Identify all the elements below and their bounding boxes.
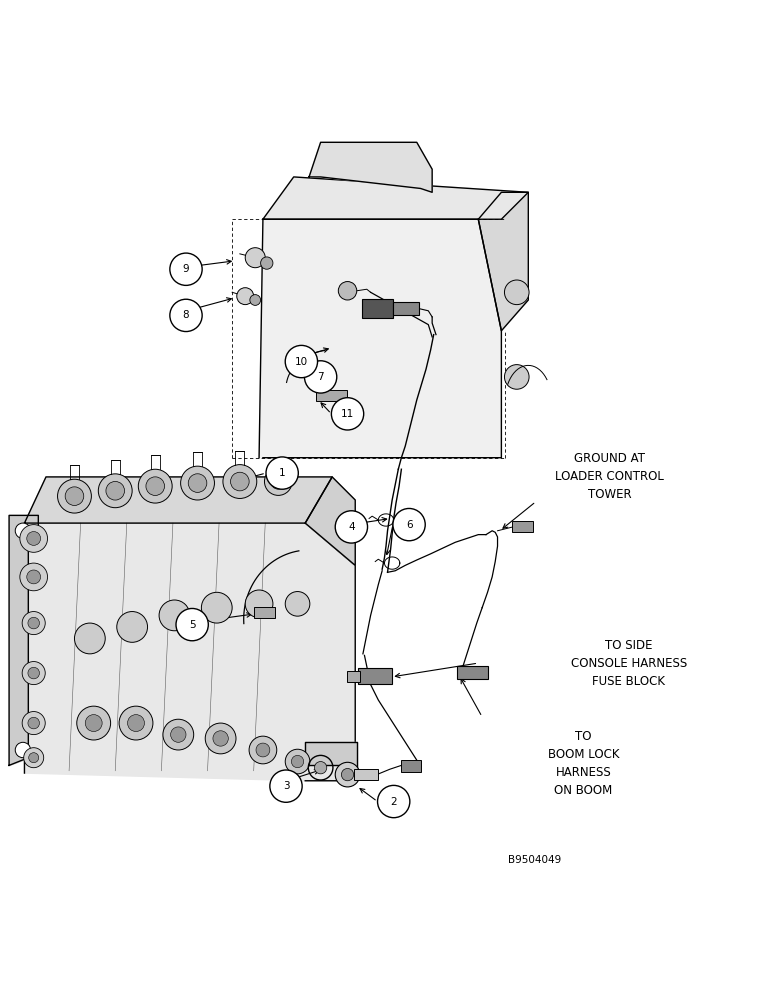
Circle shape	[58, 479, 91, 513]
Text: 7: 7	[317, 372, 324, 382]
Circle shape	[28, 717, 39, 729]
Circle shape	[250, 295, 261, 305]
Circle shape	[98, 474, 132, 508]
Circle shape	[335, 511, 367, 543]
Circle shape	[188, 474, 207, 492]
Circle shape	[249, 736, 277, 764]
Circle shape	[181, 466, 215, 500]
Circle shape	[15, 523, 31, 538]
Circle shape	[119, 706, 153, 740]
Polygon shape	[9, 515, 39, 765]
Circle shape	[256, 743, 270, 757]
Polygon shape	[25, 523, 355, 781]
Circle shape	[341, 768, 354, 781]
FancyBboxPatch shape	[393, 302, 419, 315]
Text: 3: 3	[283, 781, 290, 791]
Text: TO SIDE
CONSOLE HARNESS
FUSE BLOCK: TO SIDE CONSOLE HARNESS FUSE BLOCK	[571, 639, 687, 688]
Circle shape	[201, 592, 232, 623]
Polygon shape	[259, 219, 501, 458]
Circle shape	[163, 719, 194, 750]
Polygon shape	[263, 177, 528, 219]
Text: 2: 2	[391, 797, 397, 807]
Text: 11: 11	[341, 409, 354, 419]
Circle shape	[291, 755, 303, 768]
Circle shape	[76, 706, 110, 740]
Circle shape	[205, 723, 236, 754]
Circle shape	[24, 748, 44, 768]
Circle shape	[285, 749, 310, 774]
Circle shape	[304, 361, 337, 393]
Circle shape	[15, 742, 31, 758]
Circle shape	[237, 288, 254, 305]
Circle shape	[159, 600, 190, 631]
Polygon shape	[305, 742, 357, 773]
Circle shape	[85, 715, 102, 732]
Polygon shape	[479, 192, 528, 331]
FancyBboxPatch shape	[457, 666, 488, 679]
Circle shape	[22, 612, 46, 635]
Circle shape	[176, 608, 208, 641]
FancyBboxPatch shape	[362, 299, 393, 318]
Circle shape	[265, 468, 292, 495]
Circle shape	[504, 280, 529, 305]
FancyBboxPatch shape	[401, 760, 422, 772]
Circle shape	[22, 712, 46, 735]
FancyBboxPatch shape	[512, 521, 533, 532]
Circle shape	[28, 617, 39, 629]
Circle shape	[245, 248, 266, 268]
Circle shape	[20, 563, 48, 591]
Circle shape	[285, 345, 317, 378]
Circle shape	[22, 662, 46, 685]
Circle shape	[261, 257, 273, 269]
Circle shape	[20, 525, 48, 552]
Circle shape	[138, 469, 172, 503]
FancyBboxPatch shape	[347, 671, 360, 682]
Text: 4: 4	[348, 522, 354, 532]
Circle shape	[314, 762, 327, 774]
Polygon shape	[25, 477, 332, 523]
Circle shape	[378, 785, 410, 818]
FancyBboxPatch shape	[354, 769, 378, 780]
Text: B9504049: B9504049	[507, 855, 560, 865]
Polygon shape	[305, 477, 355, 565]
Circle shape	[271, 474, 286, 489]
Polygon shape	[309, 142, 432, 192]
Circle shape	[170, 299, 202, 332]
Circle shape	[171, 727, 186, 742]
Circle shape	[393, 508, 425, 541]
FancyBboxPatch shape	[316, 390, 347, 401]
Text: TO
BOOM LOCK
HARNESS
ON BOOM: TO BOOM LOCK HARNESS ON BOOM	[547, 730, 619, 797]
Circle shape	[117, 612, 147, 642]
Text: 10: 10	[295, 357, 308, 367]
Circle shape	[285, 592, 310, 616]
Text: 8: 8	[183, 310, 189, 320]
Circle shape	[270, 770, 302, 802]
Circle shape	[65, 487, 84, 505]
Circle shape	[146, 477, 164, 495]
Circle shape	[27, 570, 41, 584]
Circle shape	[213, 731, 229, 746]
Circle shape	[29, 753, 39, 763]
Circle shape	[338, 282, 357, 300]
Text: 6: 6	[406, 520, 412, 530]
Circle shape	[335, 762, 360, 787]
Text: GROUND AT
LOADER CONTROL
TOWER: GROUND AT LOADER CONTROL TOWER	[555, 452, 664, 501]
Circle shape	[74, 623, 105, 654]
Text: 9: 9	[183, 264, 189, 274]
Circle shape	[28, 667, 39, 679]
Circle shape	[245, 590, 273, 618]
FancyBboxPatch shape	[255, 607, 276, 618]
Circle shape	[266, 457, 298, 489]
Circle shape	[106, 481, 124, 500]
Circle shape	[231, 472, 249, 491]
Circle shape	[223, 465, 257, 498]
Circle shape	[127, 715, 144, 732]
Circle shape	[27, 532, 41, 545]
Circle shape	[504, 365, 529, 389]
FancyBboxPatch shape	[358, 668, 392, 684]
Circle shape	[331, 398, 364, 430]
Circle shape	[170, 253, 202, 285]
Text: 5: 5	[189, 620, 195, 630]
Text: 1: 1	[279, 468, 286, 478]
